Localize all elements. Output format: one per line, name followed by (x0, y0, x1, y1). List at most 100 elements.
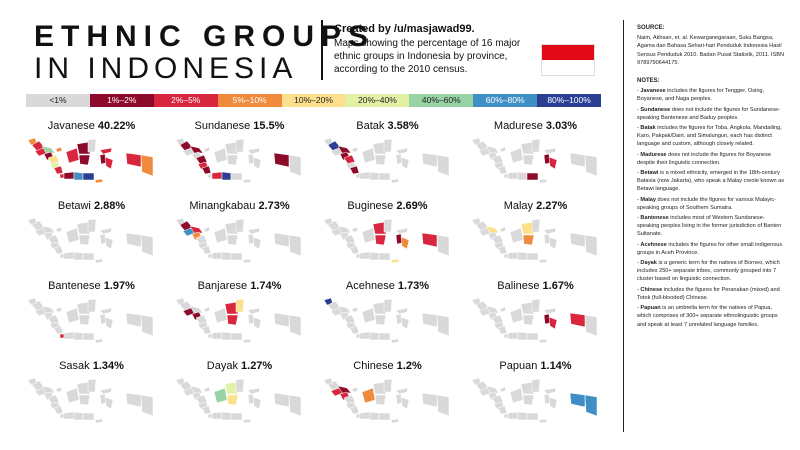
province-region (224, 381, 239, 395)
legend-item: 10%–20% (281, 94, 346, 107)
province-region (421, 312, 438, 328)
note-term: Malay (640, 196, 656, 203)
province-region (211, 171, 223, 180)
province-region (78, 234, 91, 246)
province-region (517, 171, 528, 181)
province-region (499, 146, 507, 153)
province-region (337, 225, 352, 234)
province-region (224, 141, 239, 155)
province-region (125, 392, 142, 408)
ethnic-group-percentage: 1.73% (397, 280, 430, 292)
province-region (226, 154, 239, 166)
province-region (507, 171, 519, 180)
province-region (361, 147, 376, 164)
province-region (383, 218, 393, 233)
province-region (189, 225, 204, 234)
province-map (27, 297, 154, 344)
province-region (378, 252, 391, 261)
province-region (273, 312, 290, 328)
province-region (497, 405, 508, 415)
province-region (369, 331, 380, 341)
province-region (538, 338, 548, 344)
province-region (201, 165, 212, 175)
province-region (520, 221, 535, 235)
province-region (195, 234, 208, 245)
legend-item: 40%–60% (409, 94, 474, 107)
province-region (242, 258, 252, 264)
province-region (349, 245, 360, 255)
province-region (491, 234, 504, 245)
province-region (517, 251, 528, 261)
province-region (499, 226, 507, 233)
ethnic-group-name: Balinese (497, 280, 543, 292)
province-region (485, 385, 500, 394)
province-region (436, 234, 450, 257)
province-region (538, 418, 548, 424)
province-region (195, 394, 208, 405)
province-region (509, 147, 524, 164)
province-region (82, 172, 95, 181)
note-item: - Acehnese includes the figures for othe… (637, 241, 783, 256)
province-region (584, 154, 598, 177)
province-region (203, 146, 211, 153)
province-region (343, 394, 356, 405)
province-region (41, 225, 56, 234)
province-region (485, 145, 500, 154)
ethnic-group-name: Banjarese (197, 280, 251, 292)
province-region (395, 387, 409, 395)
province-region (235, 218, 245, 233)
province-region (517, 331, 528, 341)
province-region (104, 236, 114, 250)
province-region (59, 333, 65, 339)
note-text: is a generic term for the natives of Bor… (637, 260, 780, 283)
province-region (288, 394, 302, 417)
note-text: does not include the figures for Sundane… (637, 106, 781, 121)
province-region (273, 392, 290, 408)
province-region (372, 301, 387, 315)
note-text: is an umbrella term for the natives of P… (637, 305, 778, 328)
province-region (252, 396, 262, 410)
note-term: Madurese (640, 151, 667, 158)
map-card-batak: Batak 3.58% (314, 118, 461, 198)
province-map (27, 137, 154, 184)
legend-item: 2%–5% (153, 94, 218, 107)
province-region (499, 306, 507, 313)
province-region (503, 333, 509, 339)
note-item: - Papuan is an umbrella term for the nat… (637, 305, 778, 328)
ethnic-group-percentage: 1.27% (241, 360, 273, 372)
note-item: - Sundanese does not include the figures… (637, 106, 781, 121)
province-region (369, 411, 380, 421)
ethnic-group-name: Papuan (499, 360, 541, 372)
province-region (65, 307, 80, 324)
map-card-betawi: Betawi 2.88% (18, 198, 165, 278)
province-region (189, 145, 204, 154)
province-region (211, 251, 223, 260)
province-region (213, 147, 228, 164)
province-region (230, 332, 243, 341)
province-region (104, 156, 114, 170)
province-region (82, 252, 95, 261)
flag-red-band (542, 45, 594, 60)
province-region (247, 307, 261, 315)
province-region (372, 221, 387, 235)
province-region (76, 221, 91, 235)
province-region (351, 306, 359, 313)
province-region (509, 387, 524, 404)
province-region (374, 394, 387, 406)
province-map (27, 377, 154, 424)
legend-item: 20%–40% (345, 94, 410, 107)
province-region (65, 387, 80, 404)
province-region (351, 146, 359, 153)
ethnic-group-percentage: 2.88% (93, 200, 126, 212)
province-region (569, 152, 586, 168)
province-region (543, 387, 557, 395)
province-region (252, 236, 262, 250)
note-text: does not include the figures for Boyanes… (637, 151, 772, 166)
province-region (359, 411, 371, 420)
ethnic-group-name: Buginese (347, 200, 397, 212)
province-region (374, 154, 387, 166)
province-region (87, 298, 97, 313)
map-card-madurese: Madurese 3.03% (462, 118, 609, 198)
map-label: Malay 2.27% (462, 200, 609, 212)
legend-item: 60%–80% (473, 94, 538, 107)
